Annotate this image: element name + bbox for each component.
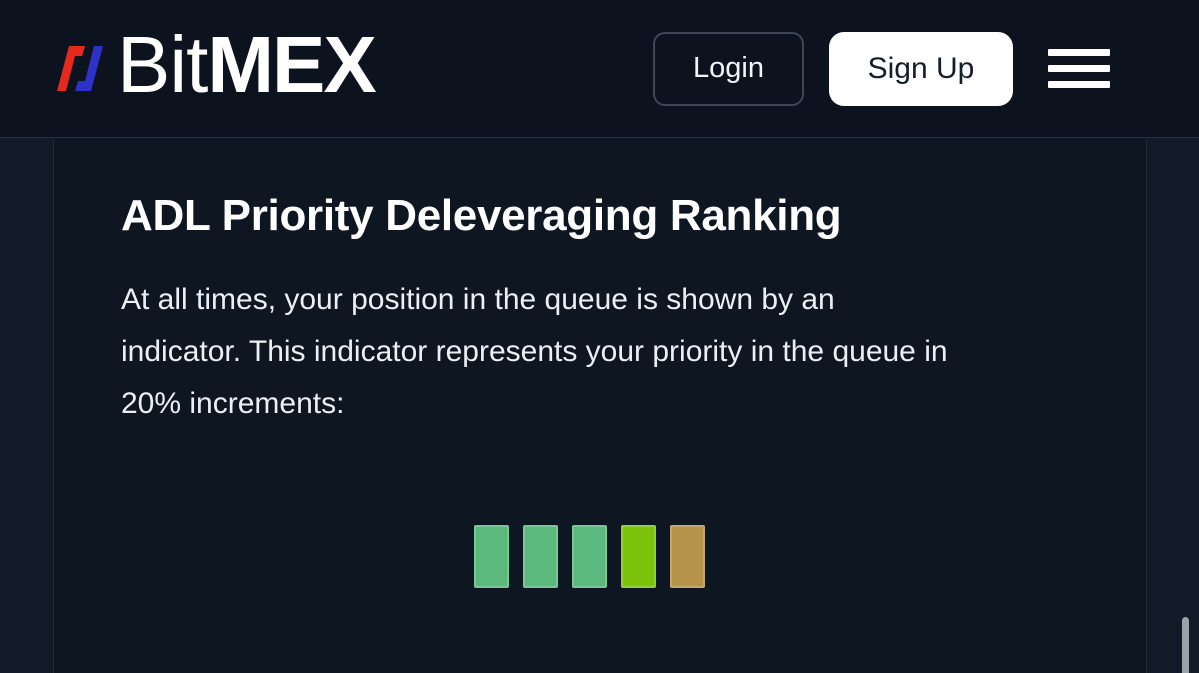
bitmex-wordmark: BitMEX <box>117 24 377 105</box>
header-actions: Login Sign Up <box>653 31 1110 106</box>
indicator-segment-2 <box>523 524 558 588</box>
indicator-segment-3 <box>572 524 607 588</box>
adl-queue-indicator <box>474 524 1086 588</box>
bitmex-logo-icon <box>57 46 103 91</box>
hamburger-line <box>1048 65 1110 72</box>
paragraph-line: 20% increments: <box>121 386 345 420</box>
logo-blue-stroke <box>75 46 103 91</box>
page-title: ADL Priority Deleveraging Ranking <box>121 191 842 240</box>
wordmark-mex: MEX <box>207 19 376 109</box>
hamburger-line <box>1048 49 1110 56</box>
hamburger-line <box>1048 81 1110 88</box>
scrollbar-thumb[interactable] <box>1182 617 1189 673</box>
article-card: ADL Priority Deleveraging Ranking At all… <box>53 139 1147 673</box>
indicator-segment-1 <box>474 524 509 588</box>
bitmex-logo[interactable]: BitMEX <box>55 24 377 109</box>
paragraph-line: At all times, your position in the queue… <box>121 282 835 316</box>
intro-paragraph: At all times, your position in the queue… <box>121 274 1086 430</box>
hamburger-menu-icon[interactable] <box>1048 49 1110 88</box>
paragraph-line: indicator. This indicator represents you… <box>121 334 948 368</box>
indicator-segment-5 <box>670 524 705 588</box>
header-bar: BitMEX Login Sign Up <box>0 0 1199 138</box>
logo-red-stroke <box>57 46 85 91</box>
signup-button[interactable]: Sign Up <box>829 31 1013 106</box>
wordmark-bit: Bit <box>117 19 208 109</box>
login-button[interactable]: Login <box>653 31 804 106</box>
indicator-segment-4 <box>621 524 656 588</box>
